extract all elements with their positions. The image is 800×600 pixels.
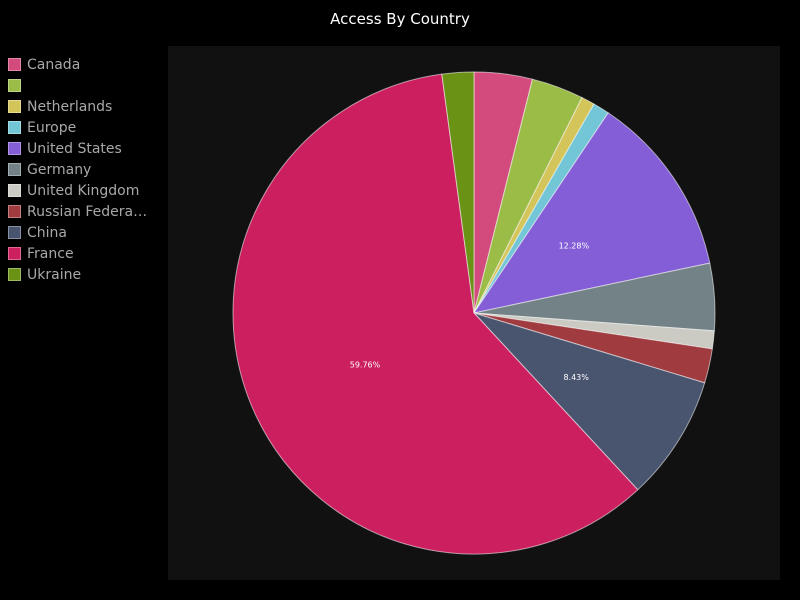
legend-swatch [8,226,21,239]
legend-item[interactable]: United Kingdom [8,180,158,201]
legend-item[interactable]: Germany [8,159,158,180]
slice-data-label: 8.43% [563,373,589,382]
legend-swatch [8,205,21,218]
legend-swatch [8,184,21,197]
legend-item[interactable]: Netherlands [8,96,158,117]
legend-item[interactable]: France [8,243,158,264]
pie-slice[interactable] [232,73,639,555]
legend-item[interactable]: Ukraine [8,264,158,285]
legend-swatch [8,247,21,260]
pie-slice[interactable] [472,112,711,314]
legend-swatch [8,163,21,176]
pie-slice[interactable] [472,311,706,491]
legend-item[interactable]: Canada [8,54,158,75]
legend-swatch [8,79,21,92]
slice-data-label: 12.28% [559,242,590,251]
slice-data-label: 59.76% [350,360,381,369]
legend-swatch [8,58,21,71]
legend-swatch [8,142,21,155]
legend-swatch [8,268,21,281]
legend-item[interactable]: Europe [8,117,158,138]
legend-item[interactable]: Russian Federa… [8,201,158,222]
pie-slice[interactable] [441,71,475,314]
legend-item[interactable]: United States [8,138,158,159]
chart-title: Access By Country [330,10,470,28]
legend-item[interactable]: China [8,222,158,243]
legend-swatch [8,100,21,113]
legend-item[interactable] [8,75,158,96]
legend-swatch [8,121,21,134]
legend: Canada Netherlands Europe United States Germ… [8,54,158,285]
